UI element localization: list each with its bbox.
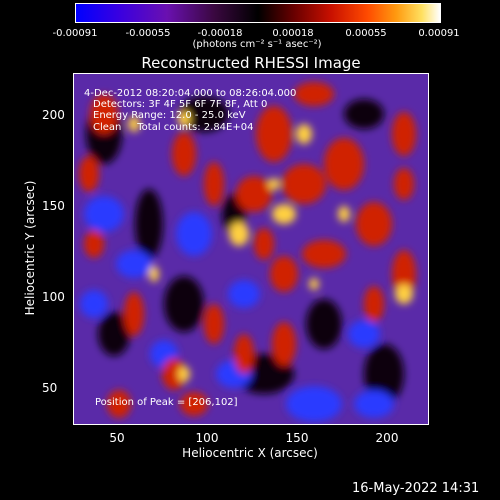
warm-region — [302, 240, 346, 268]
y-tick-label: 200 — [42, 108, 65, 122]
dark-region — [179, 96, 229, 132]
warm-region — [256, 106, 292, 162]
hot-region — [229, 222, 249, 246]
x-tick-label: 200 — [375, 431, 399, 445]
hot-region — [149, 266, 159, 282]
warm-region — [90, 94, 118, 134]
hot-region — [395, 284, 413, 304]
cold-region — [84, 196, 124, 232]
warm-region — [392, 112, 416, 156]
dark-region — [98, 312, 130, 356]
cold-region — [354, 390, 394, 418]
colorbar-tick-label: -0.00091 — [52, 28, 98, 39]
warm-region — [79, 156, 99, 192]
warm-region — [234, 334, 254, 374]
warm-region — [394, 168, 414, 200]
warm-region — [294, 82, 334, 106]
x-tick-label: 100 — [195, 431, 219, 445]
y-tick-label: 50 — [42, 381, 58, 395]
dark-region — [306, 299, 342, 349]
warm-region — [236, 176, 272, 212]
cold-region — [228, 280, 260, 308]
warm-region — [270, 256, 298, 292]
cold-region — [286, 386, 342, 422]
warm-region — [204, 162, 224, 206]
colorbar-tick-label: 0.00091 — [418, 28, 460, 39]
warm-region — [324, 138, 364, 190]
dark-region — [135, 189, 163, 259]
warm-region — [356, 202, 392, 246]
hot-region — [178, 366, 190, 382]
annotation-time-range: 4-Dec-2012 08:20:04.000 to 08:26:04.000 — [84, 88, 297, 99]
hot-region — [178, 111, 190, 127]
annotation-method-counts: Clean Total counts: 2.84E+04 — [93, 122, 254, 133]
annotation-energy-range: Energy Range: 12.0 - 25.0 keV — [93, 110, 246, 121]
warm-region — [162, 358, 186, 390]
cold-region — [348, 320, 380, 348]
colorbar-tick-label: 0.00018 — [272, 28, 314, 39]
timestamp: 16-May-2022 14:31 — [352, 481, 480, 496]
warm-region — [124, 292, 144, 336]
warm-region — [254, 228, 274, 260]
hot-region — [296, 124, 312, 144]
hot-region — [309, 278, 319, 290]
colorbar-tick-label: 0.00055 — [345, 28, 387, 39]
hot-region — [338, 206, 350, 222]
rhessi-image-map — [74, 74, 428, 424]
cold-region — [116, 250, 152, 278]
warm-region — [204, 304, 224, 344]
x-axis-label: Heliocentric X (arcsec) — [182, 446, 318, 460]
warm-region — [282, 164, 326, 204]
warm-region — [107, 390, 131, 418]
x-tick-label: 150 — [285, 431, 309, 445]
y-tick-label: 100 — [42, 290, 65, 304]
warm-region — [172, 132, 196, 176]
warm-region — [364, 286, 384, 322]
annotation-detectors: Detectors: 3F 4F 5F 6F 7F 8F, Att 0 — [93, 99, 268, 110]
hot-region — [272, 204, 296, 224]
cold-region — [80, 290, 108, 318]
warm-region — [84, 230, 104, 258]
warm-region — [180, 392, 208, 416]
cold-region — [176, 212, 212, 256]
hot-region — [128, 116, 140, 132]
y-axis-label: Heliocentric Y (arcsec) — [23, 180, 37, 316]
dark-region — [344, 99, 384, 129]
warm-region — [272, 322, 296, 366]
warm-region — [392, 250, 416, 298]
dark-region — [364, 344, 404, 404]
dark-region — [164, 276, 204, 332]
hot-region — [268, 178, 280, 190]
colorbar-tick-label: -0.00055 — [125, 28, 171, 39]
colorbar-units: (photons cm⁻² s⁻¹ asec⁻²) — [192, 39, 322, 50]
colorbar-tick-label: -0.00018 — [197, 28, 243, 39]
image-title: Reconstructed RHESSI Image — [141, 54, 361, 72]
colorbar — [75, 3, 441, 23]
annotation-peak-position: Position of Peak = [206,102] — [95, 397, 238, 408]
x-tick-label: 50 — [109, 431, 125, 445]
y-tick-label: 150 — [42, 199, 65, 213]
rhessi-image-panel — [73, 73, 429, 425]
